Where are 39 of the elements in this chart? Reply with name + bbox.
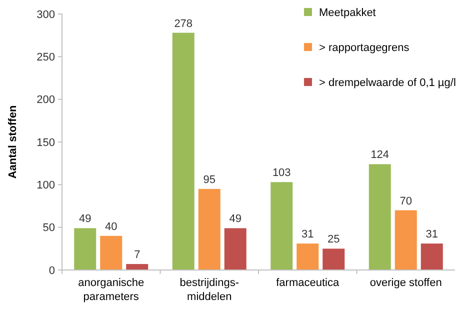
data-label: 31 bbox=[302, 228, 314, 241]
legend-label: Meetpakket bbox=[319, 6, 376, 19]
bar bbox=[74, 228, 96, 270]
y-tick-label: 200 bbox=[36, 94, 55, 106]
bar bbox=[270, 182, 293, 270]
bar bbox=[224, 228, 246, 270]
data-label: 40 bbox=[105, 220, 118, 233]
bar bbox=[296, 244, 319, 270]
bar bbox=[420, 244, 443, 270]
bar bbox=[100, 236, 122, 270]
y-tick-label: 250 bbox=[36, 52, 55, 64]
legend-label: > drempelwaarde of 0,1 µg/l bbox=[319, 76, 456, 89]
data-label: 278 bbox=[174, 18, 193, 30]
bar bbox=[126, 264, 148, 270]
x-tick-label: overige stoffen bbox=[370, 277, 442, 289]
data-label: 95 bbox=[203, 174, 216, 186]
legend-label: > rapportagegrens bbox=[319, 42, 410, 54]
x-tick-label: bestrijdings- middelen bbox=[180, 277, 240, 303]
bar bbox=[322, 248, 345, 270]
data-label: 7 bbox=[134, 249, 140, 262]
data-label: 70 bbox=[400, 195, 412, 208]
bar bbox=[198, 188, 220, 270]
x-tick-label: farmaceutica bbox=[276, 277, 340, 289]
data-label: 103 bbox=[272, 167, 291, 180]
y-axis-title: Aantal stoffen bbox=[7, 105, 19, 179]
x-tick-label: anorganische parameters bbox=[78, 277, 144, 303]
y-tick-label: 100 bbox=[36, 180, 55, 192]
data-label: 49 bbox=[229, 213, 242, 226]
data-label: 31 bbox=[426, 228, 438, 241]
y-tick-label: 300 bbox=[36, 8, 55, 21]
bar bbox=[394, 210, 417, 270]
data-label: 49 bbox=[79, 213, 92, 226]
y-tick-label: 50 bbox=[42, 222, 55, 234]
bar bbox=[368, 164, 391, 270]
y-tick-label: 0 bbox=[48, 264, 55, 277]
data-label: 124 bbox=[370, 149, 390, 162]
y-tick-label: 150 bbox=[36, 136, 55, 149]
data-label: 25 bbox=[328, 234, 340, 246]
bar bbox=[172, 32, 194, 270]
